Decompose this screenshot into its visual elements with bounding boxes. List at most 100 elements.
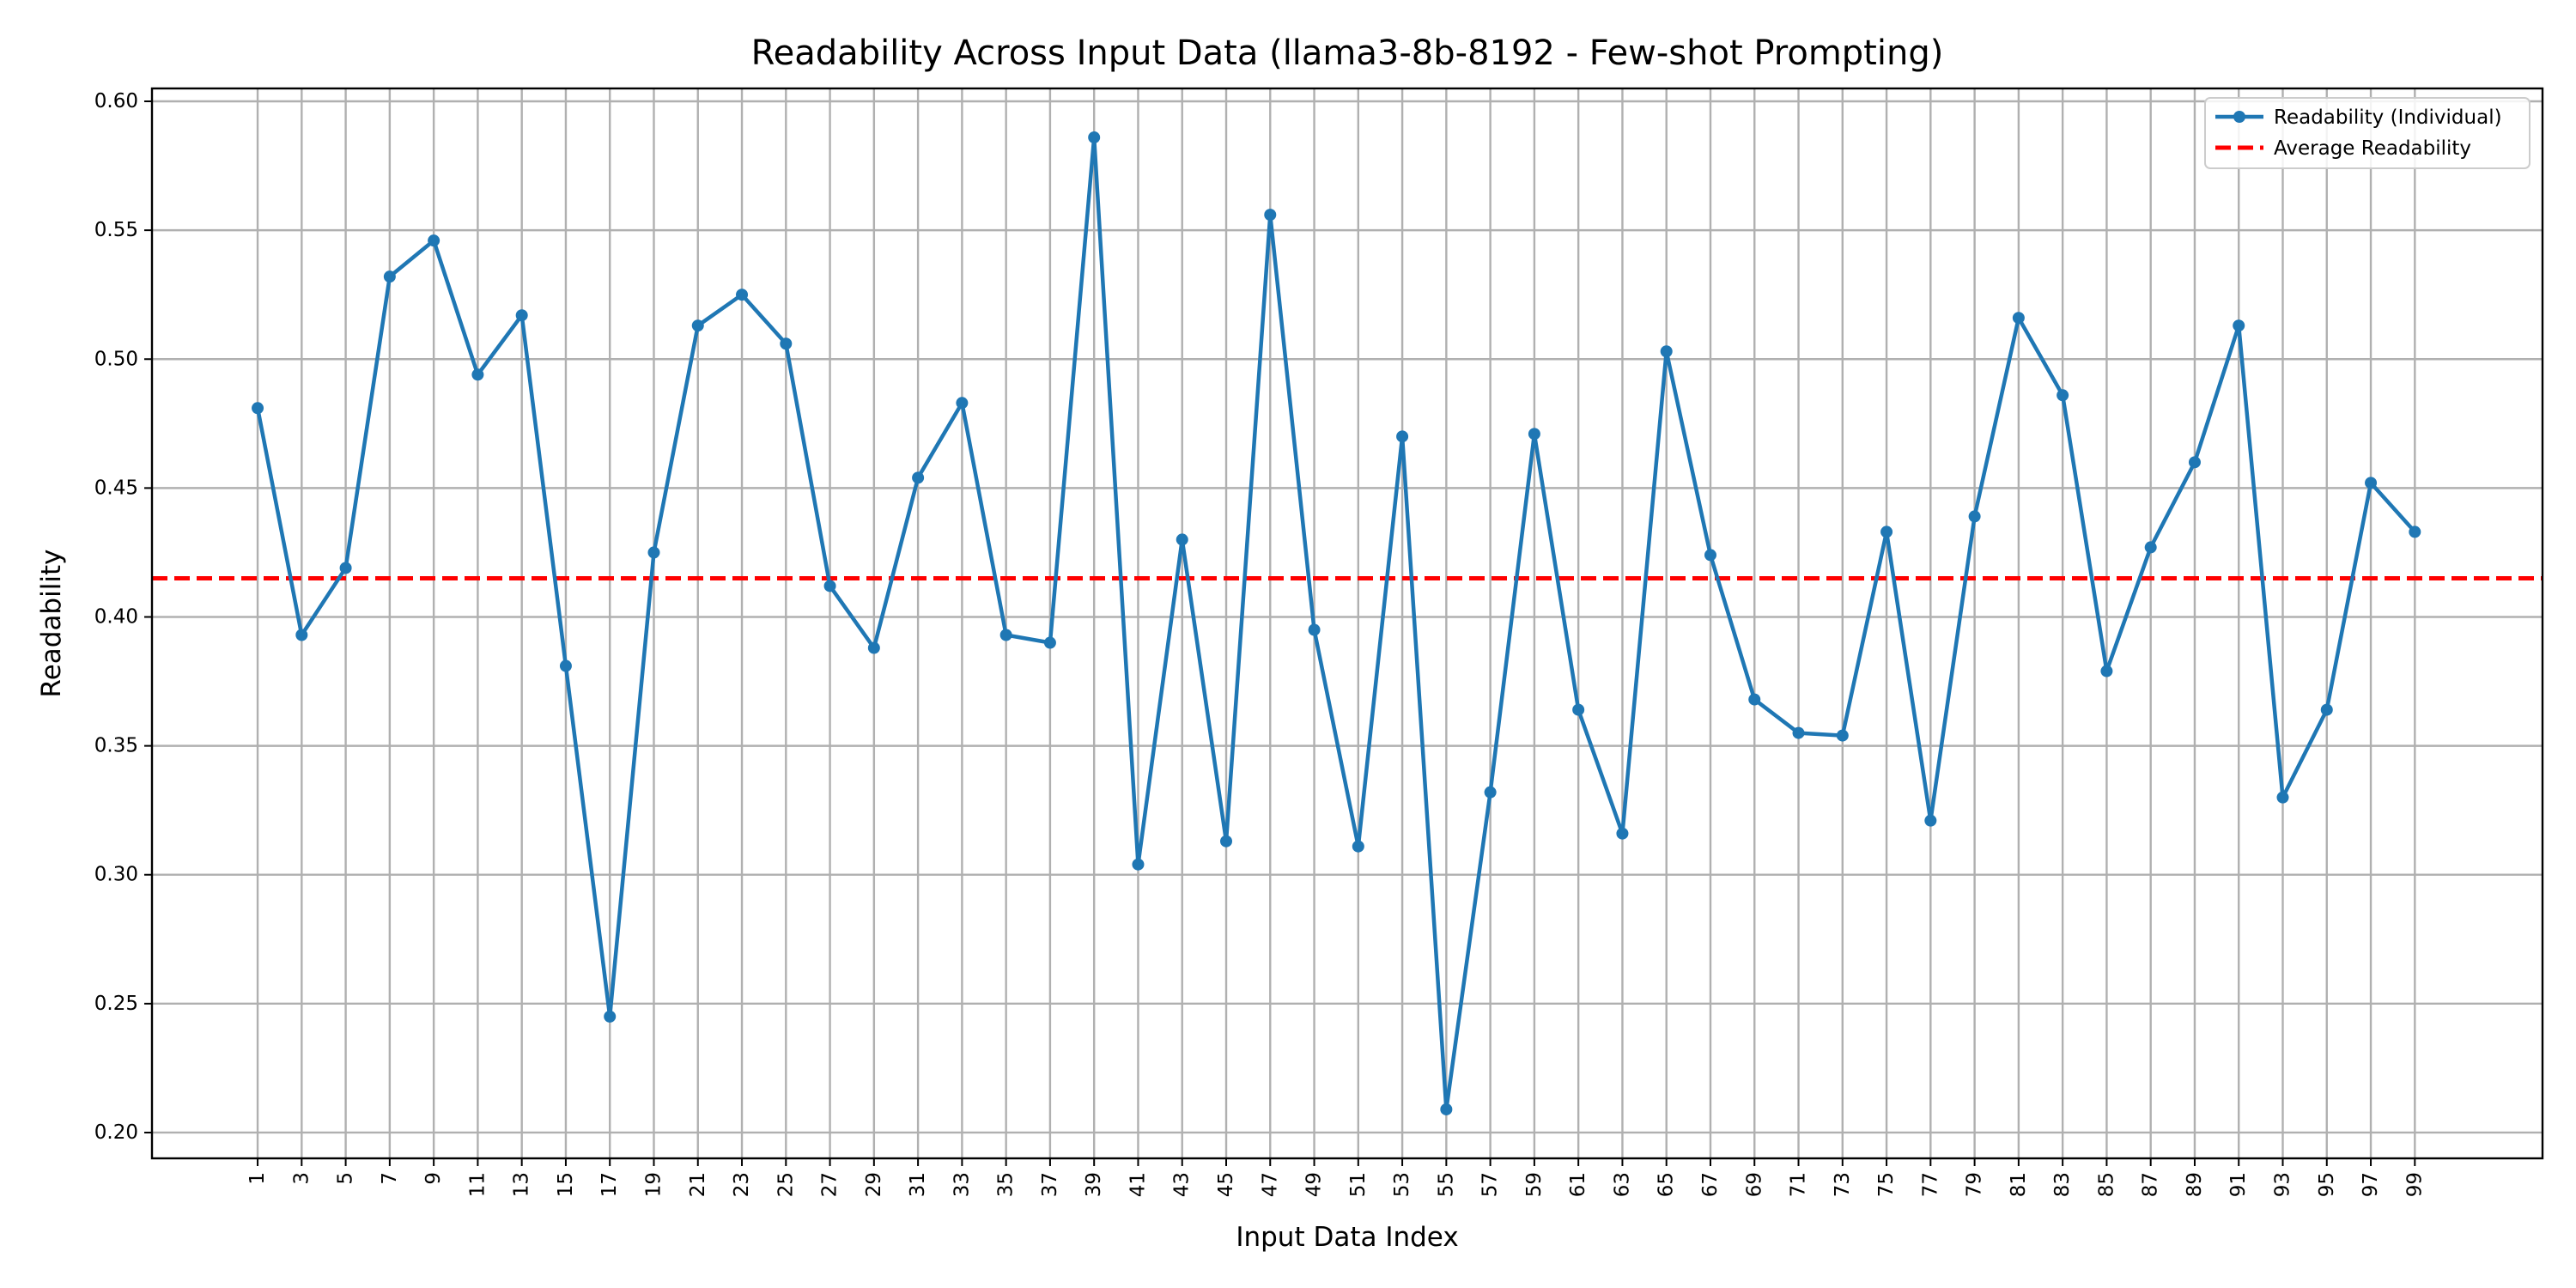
data-point <box>912 471 924 483</box>
data-point <box>780 337 792 349</box>
x-tick-label: 17 <box>598 1172 621 1197</box>
x-tick-label: 51 <box>1347 1172 1370 1197</box>
data-point <box>1220 835 1232 848</box>
data-point <box>2100 665 2112 677</box>
data-point <box>2277 792 2289 804</box>
y-tick-label: 0.20 <box>94 1121 138 1144</box>
data-point <box>428 234 440 246</box>
x-tick-label: 5 <box>335 1172 357 1185</box>
x-tick-label: 65 <box>1656 1172 1678 1197</box>
chart-title: Readability Across Input Data (llama3-8b… <box>751 33 1944 73</box>
plot-area-frame <box>152 88 2543 1158</box>
x-tick-label: 67 <box>1699 1172 1722 1197</box>
data-point <box>1485 787 1497 799</box>
x-tick-label: 63 <box>1611 1172 1633 1197</box>
data-point <box>647 546 659 558</box>
data-point <box>384 270 396 283</box>
x-tick-label: 21 <box>687 1172 709 1197</box>
data-point <box>2321 704 2333 716</box>
legend: Readability (Individual) Average Readabi… <box>2205 98 2530 168</box>
x-tick-label: 39 <box>1083 1172 1105 1197</box>
x-tick-label: 13 <box>511 1172 533 1197</box>
x-tick-label: 97 <box>2360 1172 2382 1197</box>
x-tick-label: 15 <box>555 1172 577 1197</box>
legend-series-label: Readability (Individual) <box>2274 106 2502 129</box>
data-point <box>2409 526 2421 538</box>
x-tick-label: 81 <box>2008 1172 2030 1197</box>
y-tick-label: 0.25 <box>94 993 138 1015</box>
data-point <box>295 629 307 641</box>
data-point <box>1748 694 1760 706</box>
y-axis-ticks: 0.200.250.300.350.400.450.500.550.60 <box>94 90 152 1144</box>
x-tick-label: 31 <box>907 1172 929 1197</box>
x-tick-label: 73 <box>1832 1172 1854 1197</box>
x-tick-label: 75 <box>1875 1172 1898 1197</box>
y-axis-label: Readability <box>36 550 67 698</box>
data-point <box>1088 131 1100 143</box>
data-point <box>1793 727 1805 739</box>
data-point <box>560 660 572 672</box>
x-axis-label: Input Data Index <box>1236 1222 1458 1253</box>
x-tick-label: 45 <box>1215 1172 1237 1197</box>
y-tick-label: 0.60 <box>94 90 138 112</box>
x-tick-label: 47 <box>1259 1172 1281 1197</box>
x-tick-label: 93 <box>2272 1172 2294 1197</box>
data-point <box>1176 533 1188 545</box>
data-point <box>2189 456 2201 468</box>
x-tick-label: 91 <box>2227 1172 2250 1197</box>
y-tick-label: 0.40 <box>94 605 138 628</box>
x-tick-label: 27 <box>819 1172 841 1197</box>
x-tick-label: 71 <box>1788 1172 1810 1197</box>
x-tick-label: 3 <box>290 1172 313 1185</box>
x-tick-label: 53 <box>1391 1172 1413 1197</box>
data-point <box>340 562 352 574</box>
data-point <box>1000 629 1012 641</box>
x-tick-label: 57 <box>1479 1172 1502 1197</box>
y-tick-label: 0.50 <box>94 348 138 370</box>
x-tick-label: 69 <box>1743 1172 1765 1197</box>
data-point <box>1440 1103 1452 1115</box>
x-tick-label: 19 <box>642 1172 665 1197</box>
x-tick-label: 25 <box>775 1172 797 1197</box>
x-tick-label: 33 <box>951 1172 973 1197</box>
data-point <box>252 402 264 414</box>
data-point <box>1969 510 1981 522</box>
y-tick-label: 0.45 <box>94 477 138 499</box>
data-point <box>1309 624 1321 636</box>
data-point <box>471 368 483 380</box>
data-point <box>1528 428 1540 440</box>
x-tick-label: 87 <box>2140 1172 2162 1197</box>
x-tick-label: 11 <box>466 1172 489 1197</box>
data-point <box>516 309 528 321</box>
data-point <box>1132 859 1144 871</box>
grid-lines <box>152 88 2543 1158</box>
series-layer <box>252 131 2421 1115</box>
data-point <box>2145 541 2157 553</box>
data-point <box>2233 319 2245 331</box>
x-tick-label: 41 <box>1127 1172 1149 1197</box>
data-point <box>1924 815 1936 827</box>
data-point <box>1044 637 1056 649</box>
data-point <box>956 397 968 409</box>
x-tick-label: 85 <box>2095 1172 2117 1197</box>
legend-series-marker <box>2233 111 2245 123</box>
x-tick-label: 59 <box>1523 1172 1546 1197</box>
x-tick-label: 55 <box>1435 1172 1457 1197</box>
data-point <box>1661 345 1673 357</box>
data-point <box>1264 209 1276 221</box>
y-tick-label: 0.30 <box>94 864 138 886</box>
data-point <box>692 319 704 331</box>
data-point <box>2365 477 2377 489</box>
x-tick-label: 1 <box>246 1172 269 1185</box>
x-tick-label: 83 <box>2051 1172 2074 1197</box>
data-point <box>736 289 748 301</box>
data-point <box>2057 389 2069 401</box>
data-point <box>1352 841 1364 853</box>
y-tick-label: 0.55 <box>94 219 138 241</box>
data-point <box>824 580 836 592</box>
data-point <box>868 642 880 654</box>
x-tick-label: 35 <box>995 1172 1018 1197</box>
x-tick-label: 49 <box>1303 1172 1326 1197</box>
x-tick-label: 23 <box>731 1172 753 1197</box>
